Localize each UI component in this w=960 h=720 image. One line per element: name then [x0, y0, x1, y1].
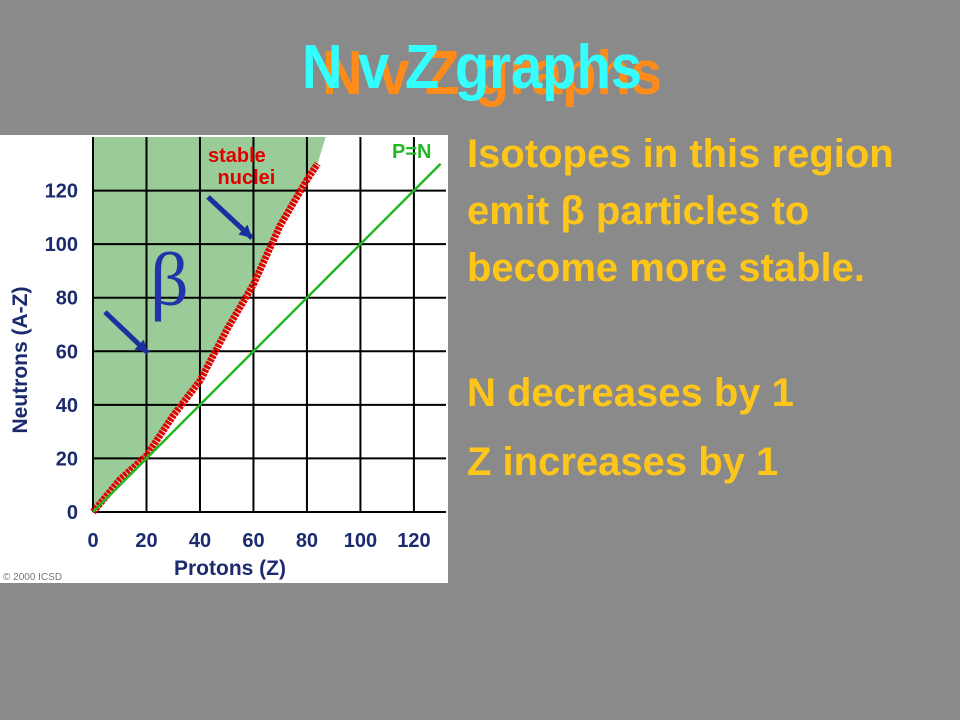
series-label: stable nuclei — [208, 145, 275, 189]
x-tick-label: 80 — [296, 530, 318, 552]
x-tick-label: 100 — [344, 530, 377, 552]
series-line — [90, 161, 321, 515]
y-tick-label: 80 — [56, 288, 78, 310]
y-tick-label: 60 — [56, 341, 78, 363]
x-tick-label: 40 — [189, 530, 211, 552]
series-label: P=N — [392, 141, 431, 163]
y-tick-label: 100 — [45, 234, 78, 256]
series-line — [92, 162, 442, 513]
x-tick-label: 20 — [135, 530, 157, 552]
copyright: © 2000 ICSD — [3, 572, 62, 583]
x-tick-label: 0 — [87, 530, 98, 552]
arrow-head — [134, 339, 148, 353]
y-tick-label: 40 — [56, 395, 78, 417]
y-tick-label: 20 — [56, 448, 78, 470]
bullet: Z increases by 1 — [467, 440, 779, 484]
title-shadow: N v Z graphs — [322, 39, 662, 108]
x-axis-title: Protons (Z) — [174, 557, 286, 580]
beta-region — [93, 137, 326, 512]
beta-label: β — [150, 238, 189, 322]
arrow-head — [238, 224, 252, 238]
bullet: Isotopes in this region emit β particles… — [467, 132, 894, 290]
y-axis-title: Neutrons (A-Z) — [9, 287, 32, 434]
y-tick-label: 0 — [67, 502, 78, 524]
title: N v Z graphs — [302, 33, 642, 102]
y-tick-label: 120 — [45, 181, 78, 203]
bullet: N decreases by 1 — [467, 371, 794, 415]
x-tick-label: 60 — [242, 530, 264, 552]
x-tick-label: 120 — [397, 530, 430, 552]
